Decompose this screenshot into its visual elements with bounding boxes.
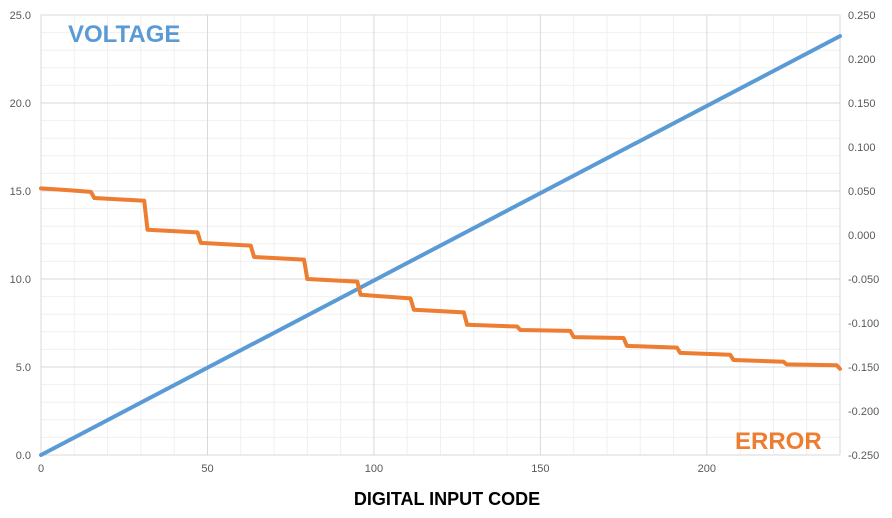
right-y-tick-label: -0.150 <box>848 362 879 374</box>
gridlines <box>40 14 841 456</box>
left-y-tick-label: 0.0 <box>16 450 31 462</box>
left-y-tick-label: 20.0 <box>10 98 31 110</box>
series-lines <box>39 34 842 457</box>
right-y-tick-label: -0.050 <box>848 274 879 286</box>
right-y-tick-label: 0.000 <box>848 230 876 242</box>
x-tick-label: 50 <box>201 463 213 475</box>
left-y-tick-label: 5.0 <box>16 362 31 374</box>
left-y-tick-label: 15.0 <box>10 186 31 198</box>
error-series-label: ERROR <box>735 428 822 455</box>
voltage-line <box>39 34 842 457</box>
right-y-tick-label: -0.200 <box>848 406 879 418</box>
right-y-tick-label: 0.050 <box>848 186 876 198</box>
voltage-series-label: VOLTAGE <box>68 21 180 48</box>
tick-labels: 0 50 100 150 200 0.0 5.0 10.0 15.0 20.0 25.0 -0.250… <box>10 10 880 475</box>
x-tick-label: 0 <box>38 463 44 475</box>
x-tick-label: 100 <box>365 463 383 475</box>
right-y-tick-label: 0.150 <box>848 98 876 110</box>
right-y-tick-label: -0.250 <box>848 450 879 462</box>
left-y-tick-label: 10.0 <box>10 274 31 286</box>
right-y-tick-label: -0.100 <box>848 318 879 330</box>
right-y-tick-label: 0.250 <box>848 10 876 22</box>
x-axis-label: DIGITAL INPUT CODE <box>354 489 540 509</box>
x-tick-label: 150 <box>531 463 549 475</box>
x-tick-label: 200 <box>698 463 716 475</box>
error-line <box>39 186 842 371</box>
right-y-tick-label: 0.200 <box>848 54 876 66</box>
left-y-tick-label: 25.0 <box>10 10 31 22</box>
right-y-tick-label: 0.100 <box>848 142 876 154</box>
